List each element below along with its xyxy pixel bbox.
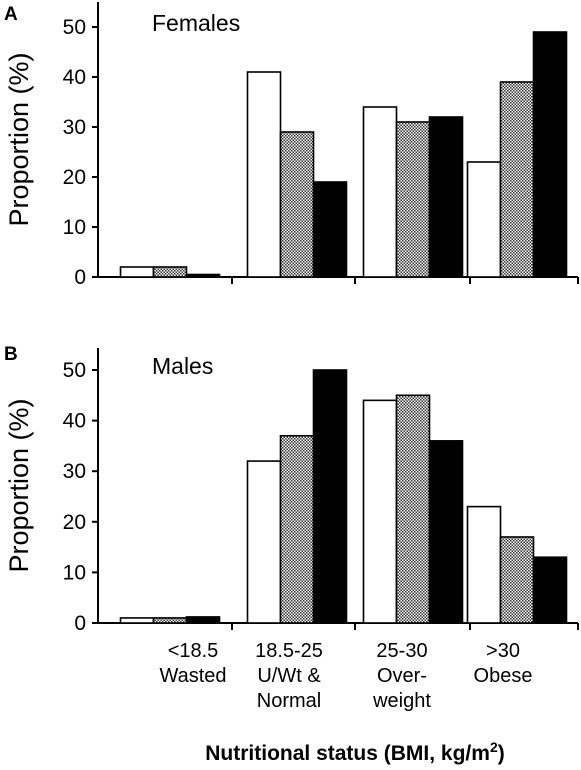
bar-black-3 — [428, 440, 464, 624]
x-category-label-line: U/Wt & — [257, 665, 321, 687]
bar-gray-2 — [279, 131, 315, 278]
bar-white-4 — [466, 161, 502, 278]
y-tick-label: 0 — [74, 266, 86, 289]
y-tick-label: 50 — [63, 359, 86, 382]
bar-gray-3 — [395, 394, 431, 624]
panel-title: Males — [152, 353, 213, 379]
bar-black-4 — [532, 556, 568, 624]
x-category-label: >30 Obese — [474, 640, 533, 687]
x-category-label-line: >30 — [486, 640, 520, 662]
bar-black-3 — [428, 116, 464, 278]
y-axis-title: Proportion (%) — [4, 52, 34, 226]
x-axis-title-main: Nutritional status (BMI, kg/m — [205, 742, 490, 765]
x-category-label-line: 18.5-25 — [255, 640, 323, 662]
bar-white-3 — [362, 399, 398, 624]
bar-gray-1 — [152, 266, 188, 278]
y-tick-label: 30 — [63, 460, 86, 483]
bar-white-1 — [119, 617, 155, 624]
x-category-label-line: Obese — [474, 665, 533, 687]
bar-black-4 — [532, 31, 568, 278]
y-tick-label: 40 — [63, 66, 86, 89]
y-tick-label: 10 — [63, 561, 86, 584]
panel-letter: B — [4, 344, 18, 365]
bar-gray-4 — [499, 536, 535, 624]
bar-black-1 — [185, 616, 221, 624]
x-category-label-line: Over- — [377, 665, 427, 687]
x-category-label-line: Normal — [257, 690, 321, 712]
x-category-label-line: 25-30 — [376, 640, 427, 662]
chart-panel-b: B Males Proportion (%) 0 10 20 30 40 50 <18.5 Wast… — [4, 344, 579, 712]
y-tick-label: 50 — [63, 16, 86, 39]
x-axis-title: Nutritional status (BMI, kg/m2) — [205, 739, 504, 765]
panel-title: Females — [152, 10, 240, 36]
x-category-label: 25-30 Over-weight — [372, 640, 431, 712]
y-tick-label: 0 — [74, 612, 86, 635]
bar-black-1 — [185, 273, 221, 278]
chart-panel-a: A Females Proportion (%) 0 10 20 30 40 50 — [4, 2, 579, 289]
y-tick-label: 30 — [63, 116, 86, 139]
bar-white-3 — [362, 106, 398, 278]
y-axis-title: Proportion (%) — [4, 398, 34, 572]
bar-gray-1 — [152, 617, 188, 624]
bar-gray-2 — [279, 434, 315, 624]
bar-white-2 — [246, 460, 282, 624]
x-category-label: 18.5-25 U/Wt & Normal — [255, 640, 323, 712]
x-axis-title-close: ) — [498, 742, 505, 765]
x-category-label-line: <18.5 — [168, 640, 219, 662]
y-tick-label: 10 — [63, 216, 86, 239]
x-category-label-line: weight — [372, 690, 431, 712]
bar-white-2 — [246, 71, 282, 278]
bar-gray-3 — [395, 121, 431, 278]
x-axis-title-sup: 2 — [490, 739, 498, 755]
bar-gray-4 — [499, 81, 535, 278]
bar-black-2 — [312, 181, 348, 278]
bar-white-4 — [466, 505, 502, 624]
y-tick-label: 20 — [63, 511, 86, 534]
y-tick-label: 40 — [63, 410, 86, 433]
y-tick-label: 20 — [63, 166, 86, 189]
bar-white-1 — [119, 266, 155, 278]
x-category-label: <18.5 Wasted — [159, 640, 226, 687]
panel-letter: A — [4, 4, 18, 25]
x-category-label-line: Wasted — [159, 665, 226, 687]
bar-black-2 — [312, 369, 348, 624]
